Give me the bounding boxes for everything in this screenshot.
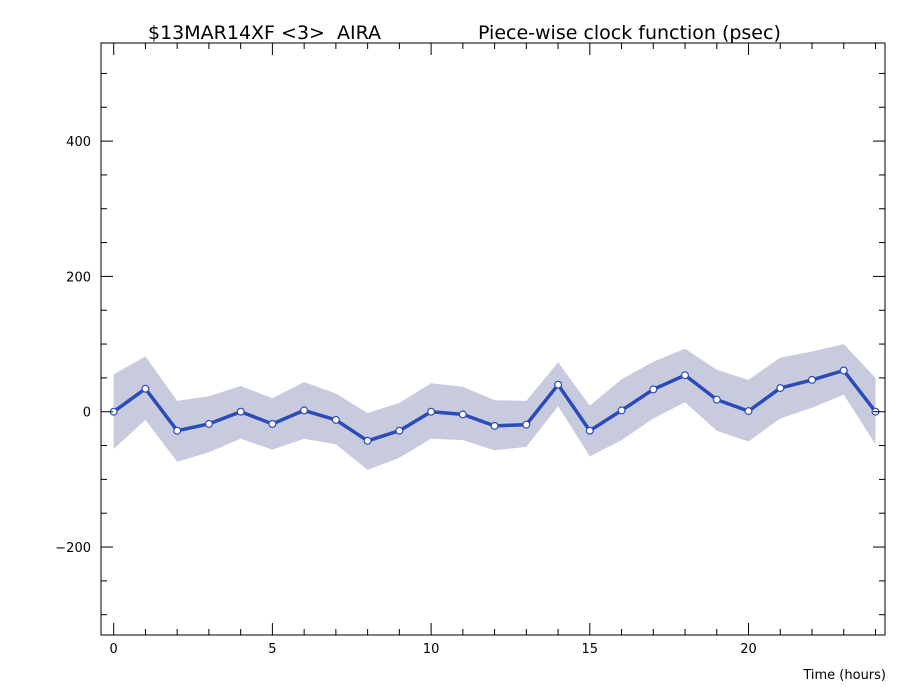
data-point — [617, 406, 626, 415]
data-point — [204, 419, 213, 428]
y-tick-label: −200 — [55, 541, 91, 556]
axis-label-layer: 0 5 10 15 20 −200 0 200 400 — [55, 135, 757, 657]
y-tick-label: 200 — [66, 270, 91, 285]
plot-frame — [100, 42, 886, 636]
data-point — [554, 380, 563, 389]
x-tick-label: 10 — [423, 642, 440, 657]
data-point — [649, 385, 658, 394]
data-point — [490, 421, 499, 430]
data-point — [300, 406, 309, 415]
data-point — [363, 436, 372, 445]
data-point — [744, 407, 753, 416]
axis-tick-layer — [101, 43, 885, 635]
x-tick-label: 20 — [740, 642, 757, 657]
data-point — [268, 419, 277, 428]
data-point-layer — [109, 366, 880, 445]
y-tick-label: 0 — [83, 406, 91, 421]
data-point — [807, 375, 816, 384]
data-point — [680, 371, 689, 380]
data-point — [173, 426, 182, 435]
chart-title-right: Piece-wise clock function (psec) — [478, 22, 781, 44]
data-point — [427, 407, 436, 416]
data-point — [236, 407, 245, 416]
data-point — [141, 384, 150, 393]
x-axis-label: Time (hours) — [802, 668, 886, 683]
data-point — [522, 420, 531, 429]
data-point — [395, 426, 404, 435]
data-point — [839, 366, 848, 375]
data-point — [458, 410, 467, 419]
data-point — [331, 415, 340, 424]
y-tick-label: 400 — [66, 135, 91, 150]
chart-title-left: $13MAR14XF <3> AIRA — [148, 22, 381, 44]
data-point — [585, 426, 594, 435]
x-tick-label: 15 — [582, 642, 599, 657]
x-tick-label: 5 — [268, 642, 276, 657]
data-point — [712, 395, 721, 404]
data-point — [776, 384, 785, 393]
x-tick-label: 0 — [110, 642, 118, 657]
